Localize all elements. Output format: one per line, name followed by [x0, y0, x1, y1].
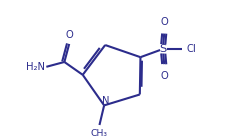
- Text: O: O: [160, 71, 168, 81]
- Text: N: N: [102, 96, 109, 106]
- Text: S: S: [160, 44, 167, 54]
- Text: CH₃: CH₃: [91, 129, 108, 138]
- Text: O: O: [66, 30, 74, 40]
- Text: O: O: [160, 17, 168, 27]
- Text: H₂N: H₂N: [26, 62, 45, 72]
- Text: Cl: Cl: [186, 44, 196, 54]
